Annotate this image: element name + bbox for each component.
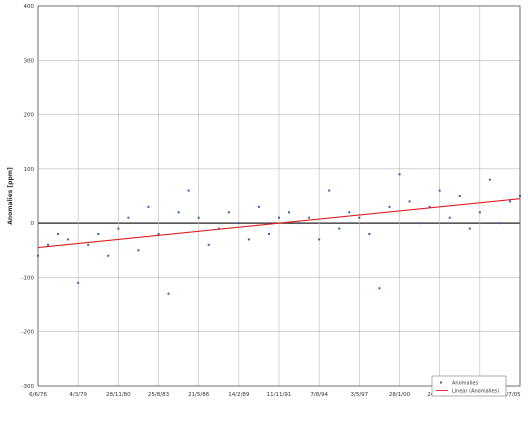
data-point (177, 211, 180, 214)
legend-label-linear: Linear (Anomalies) (452, 389, 499, 395)
data-point (57, 233, 60, 235)
x-tick-label: 6/6/76 (29, 392, 47, 398)
x-tick-label: 28/11/80 (106, 392, 131, 398)
data-point (338, 227, 341, 230)
data-point (468, 227, 471, 230)
data-point (378, 287, 381, 290)
y-axis-title: Anomalies [ppm] (7, 167, 14, 225)
data-point (137, 249, 140, 252)
data-point (368, 233, 371, 235)
data-point (217, 227, 220, 230)
data-point (157, 233, 160, 235)
data-point (127, 216, 130, 219)
data-point (508, 200, 511, 203)
x-tick-label: 4/3/79 (69, 392, 87, 398)
data-point (97, 233, 100, 235)
trend-line (37, 198, 521, 249)
data-point (107, 254, 110, 257)
data-point (267, 233, 270, 235)
data-point (117, 227, 120, 230)
data-point (207, 243, 210, 246)
x-tick-label: 28/1/00 (389, 392, 411, 398)
y-tick-label: -200 (22, 330, 35, 336)
axes (37, 5, 521, 387)
data-point (498, 222, 501, 225)
legend: Anomalies Linear (Anomalies) (431, 375, 507, 397)
x-tick-label: 14/2/89 (228, 392, 250, 398)
y-tick-labels: -300 -200 -100 0 100 200 300 400 (22, 4, 35, 390)
data-point (478, 211, 481, 214)
legend-box (431, 375, 507, 397)
y-tick-label: 400 (24, 4, 35, 10)
grid-lines (37, 5, 521, 387)
data-point (398, 173, 401, 176)
plot-frame (37, 5, 521, 387)
data-point (87, 243, 90, 246)
y-tick-label: 100 (24, 167, 35, 173)
data-point (197, 216, 200, 219)
x-tick-label: 21/7/05 (499, 392, 521, 398)
data-point (187, 189, 190, 192)
y-tick-label: 300 (24, 58, 35, 64)
data-point (388, 205, 391, 208)
data-point (298, 222, 301, 225)
y-tick-label: -100 (22, 275, 35, 281)
data-points (37, 173, 521, 295)
data-point (408, 200, 411, 203)
data-point (458, 195, 461, 197)
data-point (428, 205, 431, 208)
data-point (418, 222, 421, 225)
x-tick-label: 11/11/91 (267, 392, 292, 398)
x-tick-label: 25/8/83 (148, 392, 170, 398)
data-point (448, 216, 451, 219)
data-point (438, 189, 441, 192)
y-tick-label: -300 (22, 384, 35, 390)
data-point (47, 243, 50, 246)
data-point (288, 211, 291, 214)
data-point (278, 216, 280, 219)
data-point (488, 178, 491, 181)
data-point (167, 292, 170, 295)
data-point (328, 189, 331, 192)
data-point (318, 238, 321, 241)
data-point (77, 281, 80, 284)
legend-label-anomalies: Anomalies (452, 381, 478, 387)
data-point (247, 238, 250, 241)
legend-marker-anomalies (440, 381, 442, 384)
data-point (308, 216, 311, 219)
data-point (348, 211, 351, 214)
data-point (358, 216, 361, 219)
data-point (227, 211, 230, 214)
y-tick-label: 0 (31, 221, 35, 227)
data-point (257, 205, 260, 208)
x-tick-label: 21/5/86 (188, 392, 210, 398)
data-point (67, 238, 70, 241)
data-point (147, 205, 150, 208)
x-tick-label: 3/5/97 (350, 392, 368, 398)
trend-line-segment (37, 198, 521, 249)
data-point (237, 222, 240, 225)
y-tick-label: 200 (24, 113, 35, 119)
x-tick-label: 7/8/94 (310, 392, 328, 398)
